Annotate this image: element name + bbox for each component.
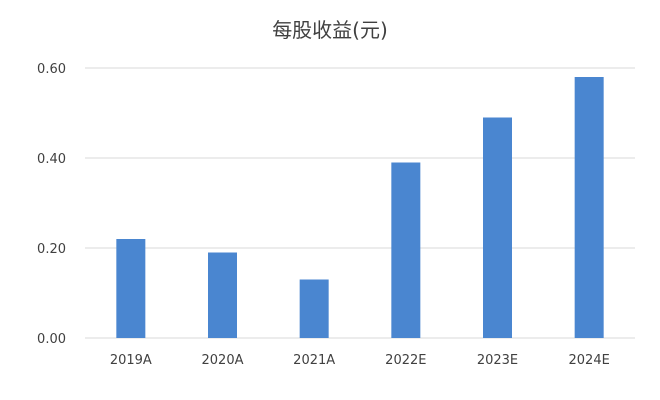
- x-tick-label: 2023E: [477, 353, 518, 368]
- x-tick-label: 2020A: [202, 353, 244, 368]
- y-tick-label: 0.40: [37, 152, 66, 167]
- bar: [208, 252, 237, 338]
- y-tick-label: 0.20: [37, 242, 66, 257]
- y-tick-label: 0.00: [37, 332, 66, 347]
- x-tick-label: 2024E: [569, 353, 610, 368]
- chart-title: 每股收益(元): [272, 18, 388, 42]
- bar: [483, 117, 512, 338]
- bar: [116, 239, 146, 338]
- bar: [574, 77, 604, 338]
- bar: [391, 162, 421, 338]
- x-tick-label: 2019A: [110, 353, 152, 368]
- x-tick-label: 2022E: [385, 353, 426, 368]
- x-tick-label: 2021A: [293, 353, 335, 368]
- y-tick-label: 0.60: [37, 62, 66, 77]
- bar: [299, 279, 329, 338]
